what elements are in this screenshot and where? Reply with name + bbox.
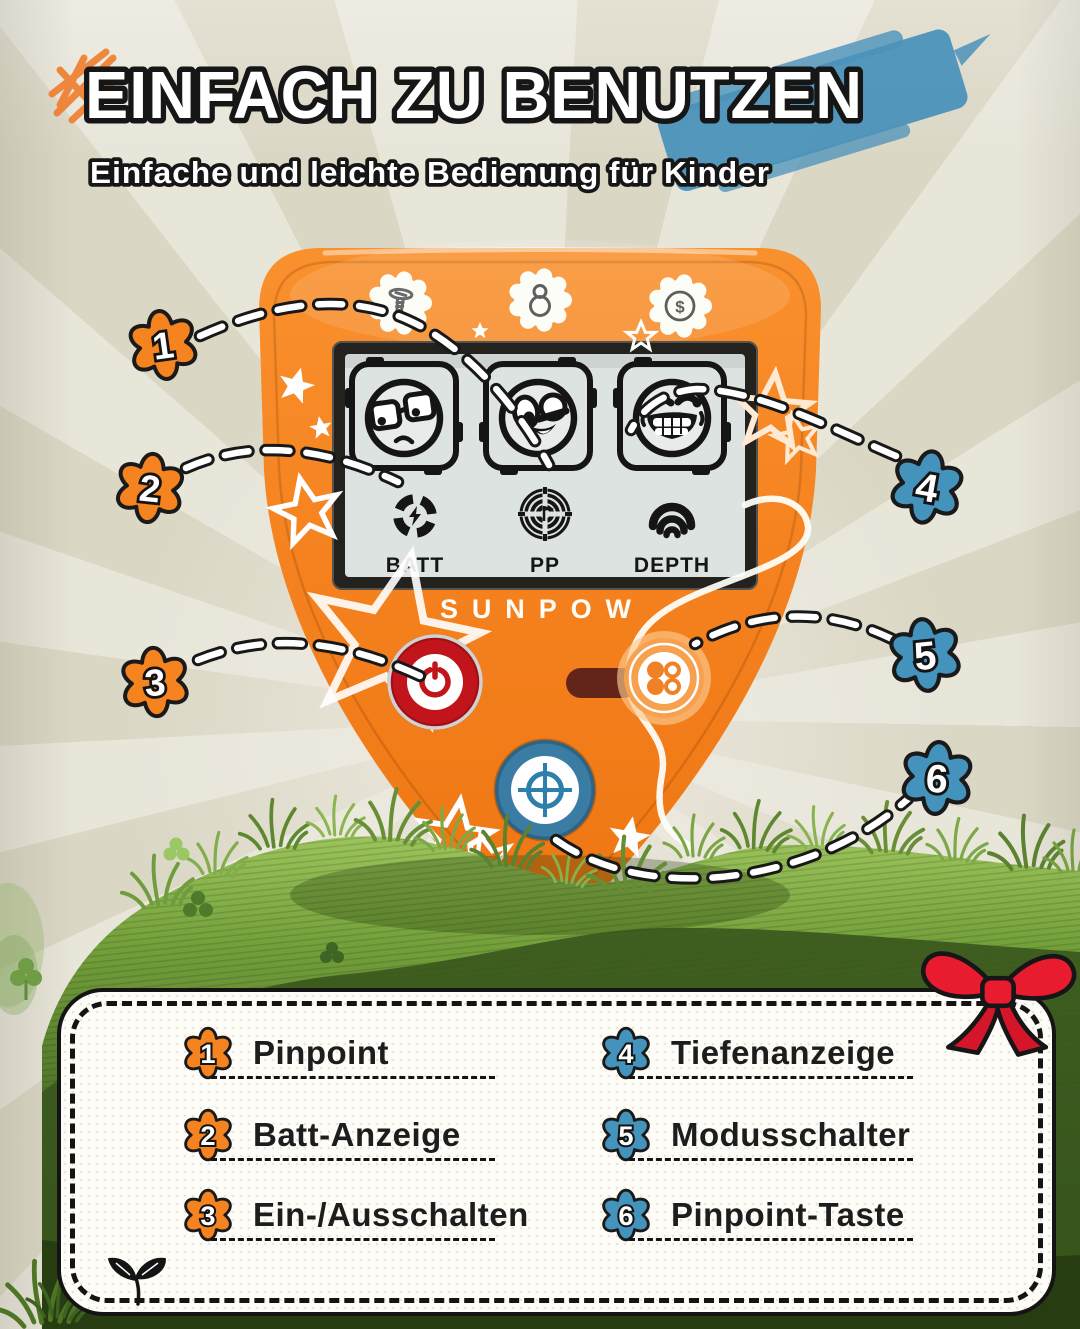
legend-underline bbox=[211, 1238, 495, 1241]
legend-underline bbox=[629, 1076, 913, 1079]
svg-text:2: 2 bbox=[200, 1120, 215, 1151]
svg-text:6: 6 bbox=[618, 1200, 633, 1231]
legend-item-batt: 2 Batt-Anzeige bbox=[179, 1106, 495, 1164]
legend-dashed-border bbox=[70, 1001, 1043, 1303]
legend-label: Pinpoint bbox=[253, 1034, 389, 1071]
legend-badge-6: 6 bbox=[602, 1188, 650, 1242]
svg-text:4: 4 bbox=[618, 1038, 634, 1069]
legend-badge-3: 3 bbox=[184, 1188, 232, 1242]
legend-item-pp-button: 6 Pinpoint-Taste bbox=[597, 1186, 913, 1244]
legend-item-power: 3 Ein-/Ausschalten bbox=[179, 1186, 529, 1244]
legend-label: Ein-/Ausschalten bbox=[253, 1196, 529, 1233]
legend-item-mode: 5 Modusschalter bbox=[597, 1106, 913, 1164]
svg-text:1: 1 bbox=[200, 1038, 215, 1069]
legend-underline bbox=[629, 1238, 913, 1241]
legend-box: 1 Pinpoint 2 Batt-Anzeige 3 Ein-/Ausscha… bbox=[57, 988, 1056, 1316]
legend-label: Pinpoint-Taste bbox=[671, 1196, 905, 1233]
legend-badge-2: 2 bbox=[184, 1108, 232, 1162]
legend-item-pinpoint: 1 Pinpoint bbox=[179, 1024, 495, 1082]
svg-text:3: 3 bbox=[200, 1200, 215, 1231]
legend-badge-1: 1 bbox=[184, 1026, 232, 1080]
legend-underline bbox=[211, 1158, 495, 1161]
legend-badge-4: 4 bbox=[602, 1026, 650, 1080]
legend-item-depth: 4 Tiefenanzeige bbox=[597, 1024, 913, 1082]
legend-underline bbox=[629, 1158, 913, 1161]
legend-label: Batt-Anzeige bbox=[253, 1116, 461, 1153]
legend-label: Modusschalter bbox=[671, 1116, 911, 1153]
legend-badge-5: 5 bbox=[602, 1108, 650, 1162]
svg-text:5: 5 bbox=[618, 1120, 633, 1151]
legend-underline bbox=[211, 1076, 495, 1079]
legend-label: Tiefenanzeige bbox=[671, 1034, 896, 1071]
